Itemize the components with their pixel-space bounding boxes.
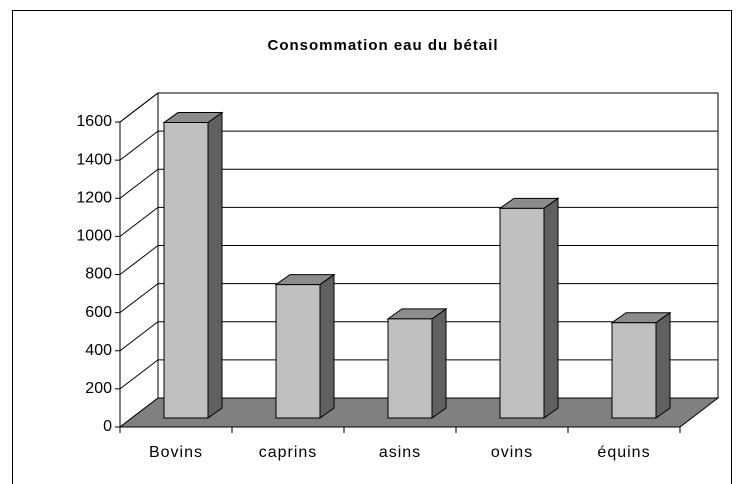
y-tick-label: 0 [103,418,112,435]
bar-front [163,122,209,419]
y-tick-label: 1200 [76,189,112,206]
y-tick-label: 800 [85,266,112,283]
grid-line [119,130,159,161]
y-tick-label: 200 [85,380,112,397]
bar-side [655,311,671,419]
x-tick-label: caprins [259,444,318,461]
x-tick-label: asins [379,444,421,461]
bar-side [319,273,335,419]
grid-line [119,168,159,199]
x-tick-label: équins [597,444,650,461]
grid-line [119,359,159,390]
grid-line [119,321,159,352]
grid-line [119,92,159,123]
bar-front [499,207,545,419]
bar-side [207,111,223,419]
bar [274,273,336,419]
bar [610,311,672,419]
chart-title: Consommation eau du bétail [267,37,498,54]
x-tick-label: ovins [491,444,533,461]
bar [162,111,224,419]
y-tick-label: 1600 [76,113,112,130]
y-tick-label: 400 [85,342,112,359]
y-tick-label: 600 [85,304,112,321]
bar-front [387,318,433,419]
bar-front [275,284,321,419]
grid-line [119,283,159,314]
bar [386,307,448,419]
grid-line [119,245,159,275]
bar-front [611,322,657,419]
grid-line [119,206,159,237]
x-tick-label: Bovins [149,444,203,461]
bar-side [431,307,447,419]
y-tick-label: 1400 [76,151,112,168]
bar [498,197,560,419]
bar-side [543,197,559,419]
y-tick-label: 1000 [76,228,112,245]
